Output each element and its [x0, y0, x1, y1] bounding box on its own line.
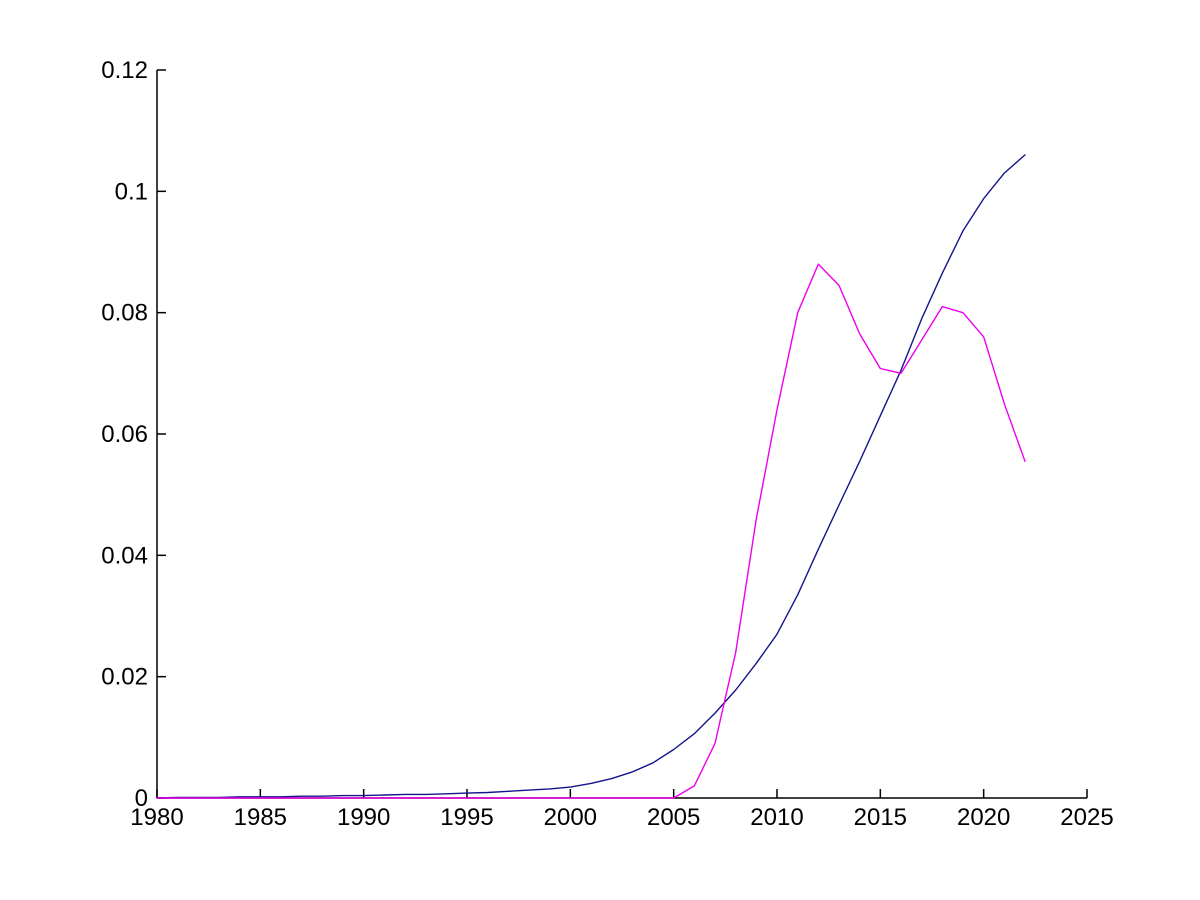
series-line-navy-smooth-curve: [156, 154, 1026, 799]
x-tick-label: 1985: [234, 804, 287, 831]
x-tick-label: 2025: [1060, 804, 1113, 831]
x-tick-label: 1980: [130, 804, 183, 831]
series-line-magenta-double-peak-curve: [156, 263, 1026, 799]
y-tick-label: 0.02: [101, 664, 148, 691]
x-tick-label: 2010: [750, 804, 803, 831]
y-tick-label: 0.04: [101, 542, 148, 569]
series-layer: [156, 154, 1026, 799]
x-tick-label: 1990: [337, 804, 390, 831]
x-tick-label: 2015: [854, 804, 907, 831]
y-tick-label: 0: [135, 785, 148, 812]
y-tick-label: 0.1: [115, 178, 148, 205]
x-tick-label: 2020: [957, 804, 1010, 831]
y-tick-label: 0.06: [101, 421, 148, 448]
y-tick-label: 0.12: [101, 57, 148, 84]
x-tick-label: 1995: [440, 804, 493, 831]
y-tick-label: 0.08: [101, 300, 148, 327]
tick-labels-layer: 1980 1985 1990 1995 2000 2005 2010 2015 2020 2025…: [101, 57, 1113, 831]
x-tick-label: 2005: [647, 804, 700, 831]
axes-layer: [156, 69, 1088, 799]
x-tick-label: 2000: [544, 804, 597, 831]
